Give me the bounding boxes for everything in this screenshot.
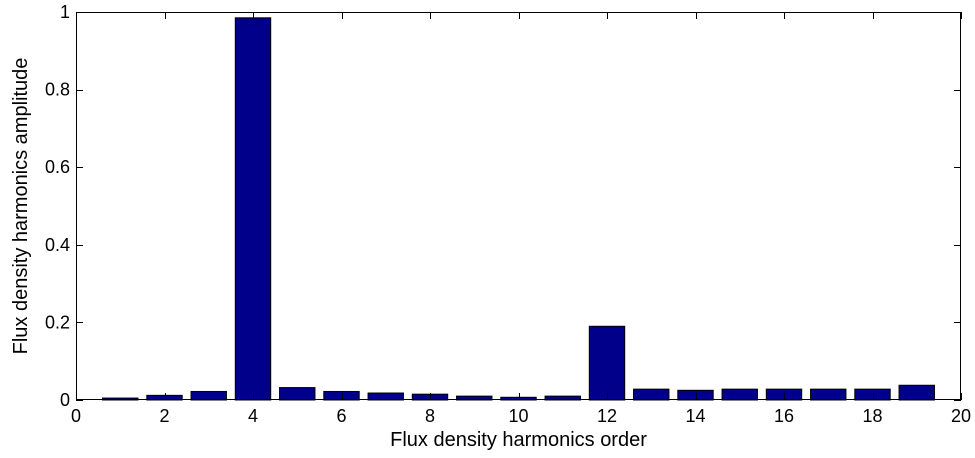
bar-7: [367, 392, 404, 401]
y-tick-label: 0.6: [45, 157, 70, 177]
bar-13: [633, 388, 670, 401]
y-tick-label: 0.2: [45, 312, 70, 332]
x-tick-label: 4: [248, 406, 258, 426]
bar-3: [190, 390, 227, 401]
x-tick-label: 10: [508, 406, 528, 426]
y-tick-label: 0.8: [45, 80, 70, 100]
x-tick-label: 2: [159, 406, 169, 426]
x-tick-label: 6: [336, 406, 346, 426]
bar-17: [810, 388, 847, 401]
x-tick-label: 12: [597, 406, 617, 426]
y-tick-label: 0: [60, 390, 70, 410]
x-tick-label: 20: [951, 406, 971, 426]
axes-box: [76, 12, 961, 400]
ticks-group: [76, 12, 962, 401]
bar-18: [854, 388, 891, 401]
plot-area: [76, 12, 961, 400]
bars-group: [102, 17, 935, 401]
x-tick-label: 14: [685, 406, 705, 426]
y-tick-label: 0.4: [45, 235, 70, 255]
bar-4: [234, 17, 272, 401]
bar-6: [323, 390, 360, 401]
x-tick-label: 16: [774, 406, 794, 426]
x-axis-label: Flux density harmonics order: [390, 429, 647, 451]
x-tick-label: 8: [425, 406, 435, 426]
bar-12: [588, 325, 626, 401]
y-tick-label: 1: [60, 2, 70, 22]
bar-14: [677, 389, 714, 401]
bar-19: [898, 384, 935, 401]
bar-5: [279, 387, 316, 401]
x-tick-label: 18: [862, 406, 882, 426]
x-tick-label: 0: [71, 406, 81, 426]
bar-15: [721, 388, 758, 401]
tick-labels-group: 0 2 4 6 8 10 12 14 16 18 20 0 0.2 0.4 0.6 0.8 1: [45, 2, 971, 426]
y-axis-label: Flux density harmonics amplitude: [10, 58, 32, 355]
